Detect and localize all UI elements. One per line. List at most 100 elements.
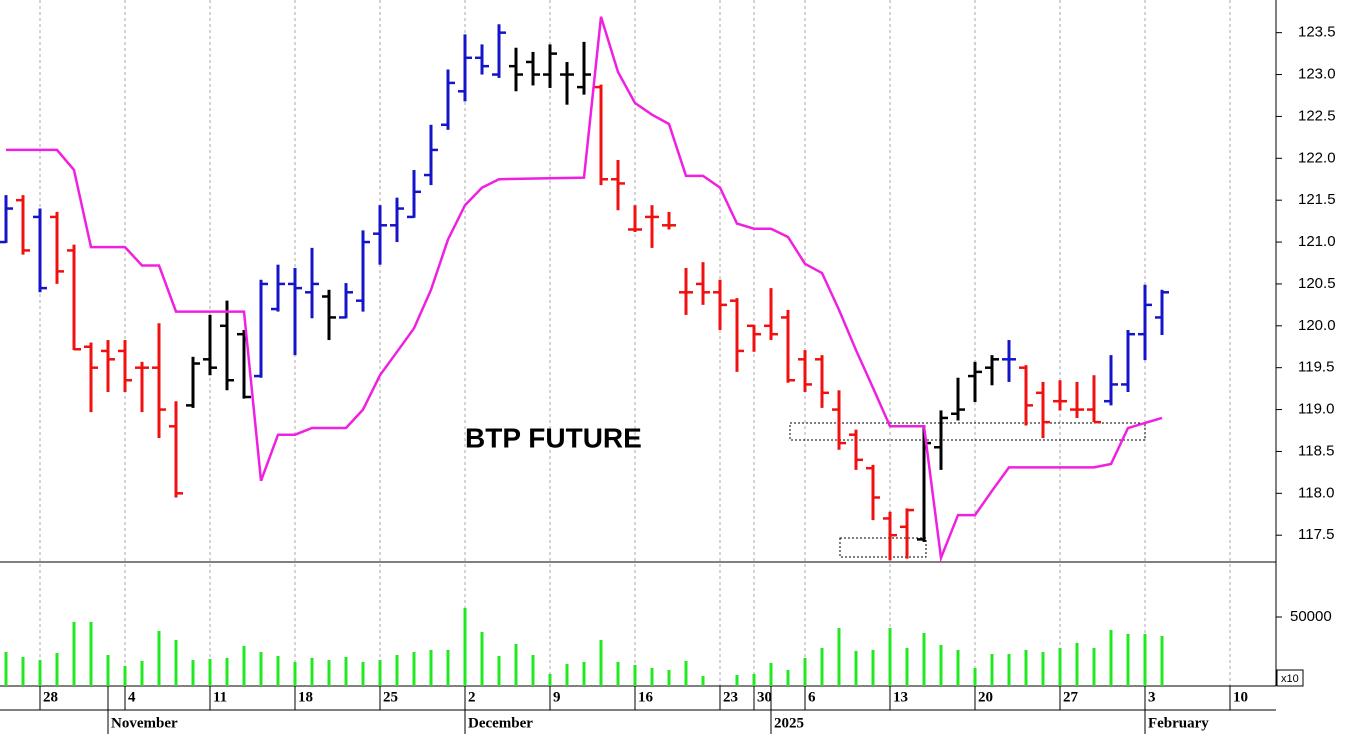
marks [0, 16, 1169, 686]
y-tick-label: 121.5 [1298, 191, 1336, 208]
month-label: February [1148, 715, 1209, 731]
volume-bar [140, 661, 144, 686]
volume-bar [990, 653, 994, 686]
y-tick-label: 120.5 [1298, 275, 1336, 292]
y-tick-label: 121.0 [1298, 233, 1336, 250]
y-tick-label: 122.0 [1298, 149, 1336, 166]
volume-bar [548, 673, 552, 686]
volume-bar [497, 656, 501, 686]
volume-bar [429, 649, 433, 686]
volume-bar [1109, 629, 1113, 686]
x-tick-label: 30 [757, 689, 772, 705]
x-tick-label: 10 [1233, 689, 1248, 705]
y-tick-label: 118.5 [1298, 442, 1334, 459]
volume-bar [531, 654, 535, 686]
volume-bar [293, 661, 297, 686]
volume-bar [871, 649, 875, 686]
volume-bar [565, 664, 569, 686]
x-tick-label: 13 [893, 689, 908, 705]
volume-bar [208, 658, 212, 686]
x-tick-label: 3 [1148, 689, 1156, 705]
volume-bar [1092, 648, 1096, 686]
volume-bar [1160, 636, 1164, 686]
volume-bar [72, 621, 76, 686]
volume-bar [123, 665, 127, 686]
volume-bar [582, 661, 586, 686]
y-tick-label: 117.5 [1298, 526, 1334, 543]
volume-bar [650, 668, 654, 686]
volume-bar [633, 665, 637, 686]
volume-bar [378, 660, 382, 686]
volume-bar [599, 640, 603, 686]
volume-bar [667, 669, 671, 686]
annotation-box [789, 422, 1146, 441]
stop-line [6, 16, 1163, 563]
volume-bar [21, 657, 25, 686]
volume-bar [769, 662, 773, 686]
y-tick-label: 50000 [1290, 608, 1332, 625]
x-tick-label: 18 [298, 689, 313, 705]
volume-bar [395, 654, 399, 686]
volume-bar [888, 628, 892, 686]
volume-bar [174, 640, 178, 686]
x-tick-label: 9 [553, 689, 561, 705]
month-label: December [468, 715, 533, 731]
volume-bar [1041, 652, 1045, 686]
volume-bar [310, 657, 314, 686]
volume-bar [1024, 649, 1028, 686]
y-tick-label: 122.5 [1298, 107, 1336, 124]
y-tick-label: 119.0 [1298, 401, 1334, 418]
y-tick-label: 123.0 [1298, 66, 1336, 83]
annotation-box [839, 537, 927, 558]
chart-title: BTP FUTURE [465, 422, 642, 453]
volume-bar [616, 661, 620, 686]
y-tick-label: 120.0 [1298, 317, 1336, 334]
volume-bar [446, 649, 450, 686]
volume-bar [327, 660, 331, 686]
volume-bar [803, 657, 807, 686]
volume-bar [89, 621, 93, 686]
x-tick-label: 20 [978, 689, 993, 705]
volume-bar [752, 673, 756, 686]
x-tick-label: 6 [808, 689, 816, 705]
x-tick-label: 28 [43, 689, 58, 705]
volume-bar [854, 650, 858, 686]
x-tick-label: 2 [468, 689, 476, 705]
volume-bar [344, 657, 348, 686]
volume-bar [837, 628, 841, 686]
volume-bar [242, 645, 246, 686]
volume-bar [55, 653, 59, 686]
y-tick-label: 118.0 [1298, 484, 1334, 501]
volume-bar [191, 660, 195, 686]
volume-bar [684, 661, 688, 686]
month-label: 2025 [774, 715, 804, 731]
volume-bar [735, 674, 739, 686]
y-tick-label: 119.5 [1298, 359, 1334, 376]
volume-bar [514, 644, 518, 686]
x-tick-label: 23 [723, 689, 738, 705]
volume-bar [1007, 653, 1011, 686]
x-tick-label: 11 [213, 689, 227, 705]
volume-bar [276, 656, 280, 686]
volume-bar [1058, 648, 1062, 686]
volume-bar [786, 669, 790, 686]
volume-bar [480, 632, 484, 686]
scale-note-box [1276, 669, 1304, 687]
x-tick-label: 4 [128, 689, 136, 705]
volume-bar [1143, 633, 1147, 686]
volume-bar [956, 649, 960, 686]
x-tick-label: 16 [638, 689, 654, 705]
volume-bar [905, 648, 909, 686]
volume-bar [1126, 633, 1130, 686]
grid: 28 4 11 18 25 2 9 16 23 30 6 13 20 27 3 10 November Decem… [39, 0, 1336, 734]
x-tick-label: 27 [1063, 689, 1079, 705]
volume-bar [463, 608, 467, 686]
x-tick-label: 25 [383, 689, 398, 705]
volume-bar [820, 648, 824, 686]
volume-bar [412, 652, 416, 686]
volume-bar [361, 661, 365, 686]
scale-note: x10 [1281, 673, 1299, 685]
volume-bar [106, 654, 110, 686]
